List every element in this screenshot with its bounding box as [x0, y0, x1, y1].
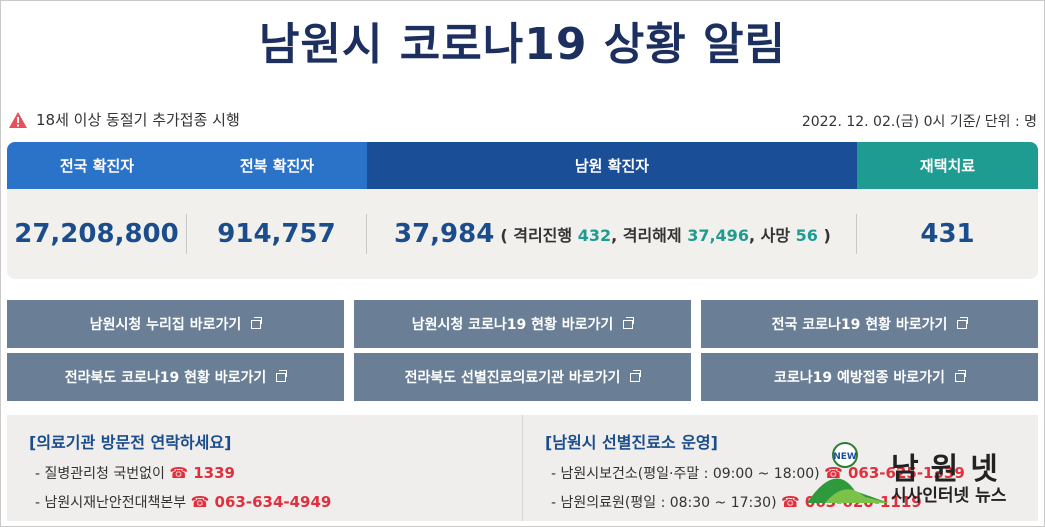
- link-label: 전라북도 코로나19 현황 바로가기: [64, 370, 267, 386]
- link-label: 전라북도 선별진료의료기관 바로가기: [404, 370, 621, 386]
- value-released: 37,496: [687, 226, 749, 245]
- contact-disaster-label: - 남원시재난안전대책본부: [35, 495, 191, 511]
- info-panel: [의료기관 방문전 연락하세요] - 질병관리청 국번없이 ☎ 1339 - 남…: [7, 415, 1038, 521]
- link-label: 남원시청 누리집 바로가기: [89, 317, 242, 333]
- value-jeonbuk: 914,757: [187, 214, 367, 254]
- detail-open: ( 격리진행: [500, 226, 578, 245]
- header-namwon: 남원 확진자: [367, 142, 857, 189]
- link-label: 코로나19 예방접종 바로가기: [774, 370, 945, 386]
- external-link-icon: [957, 316, 969, 329]
- namwon-net-logo-icon: NEW: [807, 442, 889, 503]
- header-jeonbuk: 전북 확진자: [187, 142, 367, 189]
- clinic-health-center: - 남원시보건소(평일·주말 : 09:00 ~ 18:00) ☎ 063-62…: [545, 463, 1038, 483]
- value-nation: 27,208,800: [7, 214, 187, 254]
- link-namwon-covid-status[interactable]: 남원시청 코로나19 현황 바로가기: [354, 300, 691, 348]
- phone-health-center[interactable]: ☎ 063-625-1339: [824, 464, 965, 482]
- phone-disaster-hq[interactable]: ☎ 063-634-4949: [190, 493, 332, 511]
- watermark-name: 남원넷: [891, 452, 1010, 487]
- contact-kdca: - 질병관리청 국번없이 ☎ 1339: [29, 463, 522, 483]
- value-namwon-group: 37,984 ( 격리진행 432, 격리해제 37,496, 사망 56 ): [367, 214, 857, 254]
- contact-disaster-hq: - 남원시재난안전대책본부 ☎ 063-634-4949: [29, 492, 522, 512]
- contact-kdca-label: - 질병관리청 국번없이: [35, 466, 170, 482]
- value-home-treatment: 431: [920, 219, 975, 249]
- link-namwon-homepage[interactable]: 남원시청 누리집 바로가기: [7, 300, 344, 348]
- screening-clinic-hours: [남원시 선별진료소 운영] - 남원시보건소(평일·주말 : 09:00 ~ …: [522, 415, 1038, 521]
- notice: 18세 이상 동절기 추가접종 시행: [8, 109, 240, 130]
- detail-close: ): [817, 226, 831, 245]
- clinic-title: [남원시 선별진료소 운영]: [545, 433, 718, 452]
- external-link-icon: [954, 369, 966, 382]
- value-namwon: 37,984: [394, 219, 495, 249]
- header-nation: 전국 확진자: [7, 142, 187, 189]
- clinic-medical-center-label: - 남원의료원(평일 : 08:30 ~ 17:30): [551, 495, 781, 511]
- namwon-detail: ( 격리진행 432, 격리해제 37,496, 사망 56 ): [500, 222, 830, 246]
- link-label: 전국 코로나19 현황 바로가기: [771, 317, 948, 333]
- stats-values: 27,208,800 914,757 37,984 ( 격리진행 432, 격리…: [7, 189, 1038, 279]
- external-link-icon: [276, 369, 288, 382]
- notice-text: 18세 이상 동절기 추가접종 시행: [36, 111, 240, 129]
- page-title: 남원시 코로나19 상황 알림: [259, 19, 786, 70]
- logo-badge: NEW: [833, 452, 857, 462]
- detail-released-label: , 격리해제: [611, 226, 688, 245]
- external-link-icon: [623, 316, 635, 329]
- watermark-sub: 시사인터넷 뉴스: [891, 486, 1007, 506]
- link-national-covid-status[interactable]: 전국 코로나19 현황 바로가기: [701, 300, 1038, 348]
- external-link-icon: [630, 369, 642, 382]
- phone-kdca[interactable]: ☎ 1339: [169, 464, 235, 482]
- link-label: 남원시청 코로나19 현황 바로가기: [411, 317, 614, 333]
- contact-title: [의료기관 방문전 연락하세요]: [29, 433, 232, 452]
- value-isolating: 432: [577, 226, 612, 245]
- namwon-net-watermark: NEW 남원넷 시사인터넷 뉴스: [805, 441, 1030, 521]
- date-line: 2022. 12. 02.(금) 0시 기준/ 단위 : 명: [801, 114, 1037, 130]
- header-home-treatment: 재택치료: [857, 142, 1038, 189]
- warning-triangle-icon: [8, 111, 28, 129]
- link-jeonbuk-covid-status[interactable]: 전라북도 코로나19 현황 바로가기: [7, 353, 344, 401]
- contact-before-visit: [의료기관 방문전 연락하세요] - 질병관리청 국번없이 ☎ 1339 - 남…: [7, 415, 522, 521]
- quick-links: 남원시청 누리집 바로가기 남원시청 코로나19 현황 바로가기 전국 코로나1…: [7, 300, 1038, 401]
- detail-death-label: , 사망: [748, 226, 796, 245]
- link-jeonbuk-screening-clinics[interactable]: 전라북도 선별진료의료기관 바로가기: [354, 353, 691, 401]
- external-link-icon: [251, 316, 263, 329]
- stats-panel: 전국 확진자 전북 확진자 남원 확진자 재택치료 27,208,800 914…: [7, 142, 1038, 279]
- value-death: 56: [795, 226, 818, 245]
- clinic-health-center-label: - 남원시보건소(평일·주말 : 09:00 ~ 18:00): [551, 466, 825, 482]
- link-vaccination[interactable]: 코로나19 예방접종 바로가기: [701, 353, 1038, 401]
- stats-header: 전국 확진자 전북 확진자 남원 확진자 재택치료: [7, 142, 1038, 189]
